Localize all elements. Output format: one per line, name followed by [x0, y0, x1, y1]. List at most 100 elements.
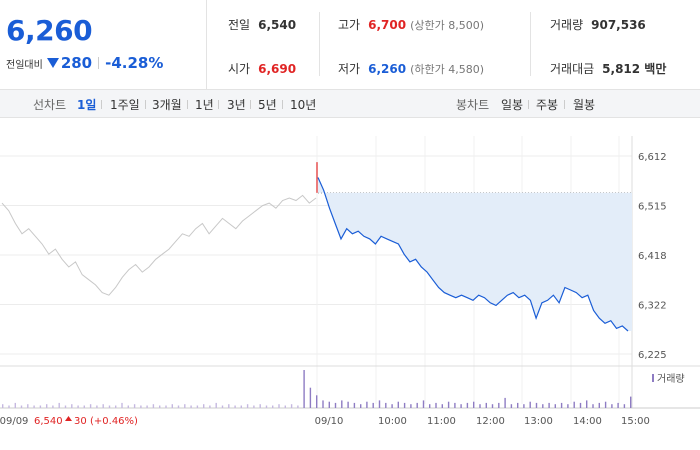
volume-bar [504, 397, 506, 408]
volume-bar [253, 405, 255, 408]
volume-bar [378, 400, 381, 408]
volume-bar [410, 404, 412, 408]
divider [528, 100, 529, 109]
stat-value: 6,260 [368, 62, 407, 76]
volume-bar [422, 400, 425, 408]
stat-value: 6,540 [258, 18, 297, 32]
x-tick-label: 10:00 [378, 416, 407, 427]
volume-legend-label: 거래량 [657, 373, 685, 385]
stat-prev-close: 전일 6,540 [228, 16, 296, 33]
volume-bar [152, 404, 155, 408]
stat-label: 전일 [228, 18, 251, 32]
period-5y[interactable]: 5년 [258, 98, 277, 112]
volume-bar [573, 401, 575, 408]
volume-bar [284, 405, 286, 408]
volume-bar [14, 402, 16, 408]
volume-bar [240, 405, 242, 408]
stat-label: 저가 [338, 62, 361, 76]
volume-bar [52, 405, 54, 408]
candle-weekly[interactable]: 주봉 [536, 98, 559, 112]
volume-bar [548, 402, 550, 408]
divider [218, 100, 219, 109]
candle-monthly[interactable]: 월봉 [573, 98, 596, 112]
volume-bar [77, 405, 79, 408]
y-tick-label: 6,418 [638, 251, 667, 262]
stat-open: 시가 6,690 [228, 60, 296, 77]
volume-bar [403, 402, 406, 408]
volume-bar [89, 404, 92, 408]
up-triangle-icon [65, 416, 72, 421]
volume-bar [322, 400, 324, 408]
y-tick-label: 6,612 [638, 152, 667, 163]
period-3y[interactable]: 3년 [227, 98, 246, 112]
x-tick-label: 09/10 [315, 416, 344, 427]
stat-value: 6,700 [368, 18, 407, 32]
volume-bar [64, 405, 67, 408]
volume-bar [397, 401, 399, 408]
period-1w[interactable]: 1주일 [110, 98, 140, 112]
volume-bar [560, 402, 563, 408]
divider [282, 100, 283, 109]
volume-bar [96, 405, 98, 408]
stat-low: 저가 6,260 (하한가 4,580) [338, 60, 484, 77]
volume-bar [579, 402, 582, 408]
volume-legend-icon [652, 374, 654, 382]
candle-daily[interactable]: 일봉 [501, 98, 524, 112]
volume-bar [303, 370, 305, 408]
period-1y[interactable]: 1년 [195, 98, 214, 112]
divider [319, 12, 320, 76]
volume-bar [567, 404, 569, 408]
period-10y[interactable]: 10년 [290, 98, 317, 112]
volume-bar [535, 402, 538, 408]
prev-day-rate: (+0.46%) [90, 416, 138, 427]
stat-value: 907,536 [591, 18, 646, 32]
x-tick-label: 13:00 [524, 416, 553, 427]
volume-bar [334, 402, 337, 408]
volume-bar [272, 405, 274, 408]
volume-bar [604, 401, 607, 408]
volume-bar [184, 404, 186, 408]
volume-bar [623, 404, 626, 408]
volume-bar [33, 405, 35, 408]
lower-limit: (하한가 4,580) [410, 63, 484, 76]
volume-bar [215, 402, 217, 408]
period-1d[interactable]: 1일 [77, 98, 97, 112]
volume-bar [196, 405, 199, 408]
volume-bar [617, 402, 619, 408]
volume-bar [20, 405, 23, 408]
volume-bar [297, 405, 299, 408]
volume-bar [171, 404, 173, 408]
volume-bar [83, 405, 85, 408]
stat-high: 고가 6,700 (상한가 8,500) [338, 16, 484, 33]
volume-bar [498, 402, 500, 408]
volume-bar [27, 404, 29, 408]
volume-bar [71, 404, 73, 408]
change-row: 전일대비 280 -4.28% [6, 54, 163, 72]
period-3m[interactable]: 3개월 [152, 98, 182, 112]
y-tick-label: 6,515 [638, 202, 667, 213]
line-chart-label: 선차트 [33, 98, 67, 112]
prev-day-close: 6,540 [34, 416, 63, 427]
volume-bar [133, 404, 136, 408]
volume-bar [140, 405, 142, 408]
volume-bar [234, 405, 236, 408]
volume-bar [265, 405, 268, 408]
volume-bar [435, 402, 437, 408]
volume-bar [366, 401, 368, 408]
prev-day-label: 09/09 [0, 416, 28, 427]
volume-bar [592, 404, 594, 408]
today-price-line [317, 177, 629, 332]
volume-bar [121, 402, 123, 408]
volume-bar [485, 402, 487, 408]
volume-bar [630, 396, 632, 408]
y-tick-label: 6,225 [638, 350, 667, 361]
volume-bar [523, 404, 525, 408]
x-tick-label: 12:00 [476, 416, 505, 427]
stock-summary: 6,260 전일대비 280 -4.28% 전일 6,540 시가 6,690 고가… [0, 0, 700, 90]
volume-bar [454, 402, 456, 408]
prev-day-line [1, 194, 317, 296]
volume-bar [460, 404, 462, 408]
volume-bar [190, 405, 192, 408]
volume-bar [611, 404, 613, 408]
volume-bar [598, 402, 600, 408]
